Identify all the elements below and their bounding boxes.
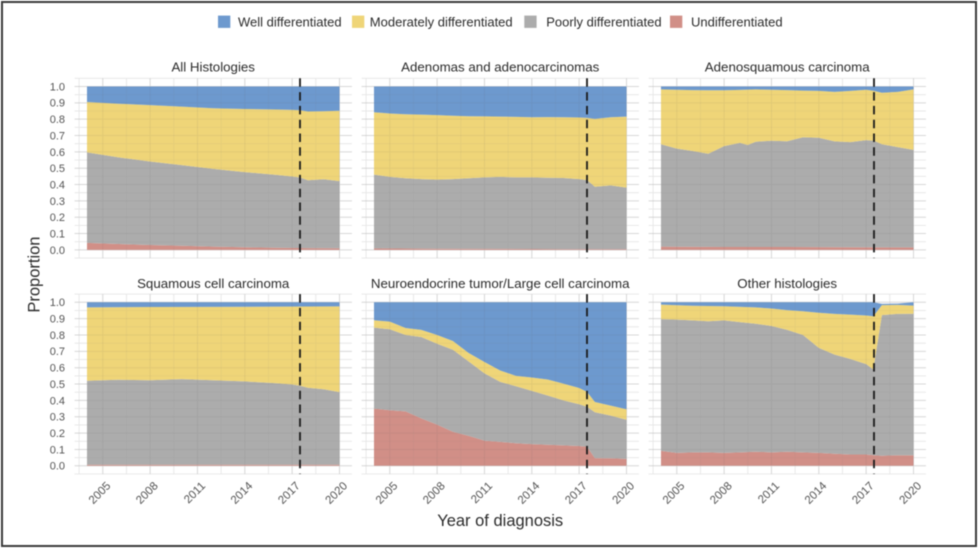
- svg-text:0.4: 0.4: [50, 395, 65, 407]
- svg-text:Other histologies: Other histologies: [737, 276, 837, 291]
- svg-text:Year of diagnosis: Year of diagnosis: [437, 512, 563, 530]
- svg-text:0.3: 0.3: [50, 412, 65, 424]
- svg-text:0.9: 0.9: [50, 98, 65, 110]
- svg-text:0.9: 0.9: [50, 314, 65, 326]
- svg-text:Proportion: Proportion: [26, 237, 44, 313]
- svg-text:0.6: 0.6: [50, 147, 65, 159]
- svg-text:0.8: 0.8: [50, 114, 65, 126]
- svg-text:1.0: 1.0: [50, 297, 65, 309]
- svg-text:0.0: 0.0: [50, 461, 65, 473]
- svg-text:1.0: 1.0: [50, 81, 65, 93]
- svg-text:0.6: 0.6: [50, 363, 65, 375]
- svg-text:0.0: 0.0: [50, 245, 65, 257]
- svg-text:Adenosquamous carcinoma: Adenosquamous carcinoma: [705, 60, 870, 75]
- svg-text:Well differentiated: Well differentiated: [238, 14, 342, 29]
- svg-text:0.7: 0.7: [50, 346, 65, 358]
- svg-text:Undifferentiated: Undifferentiated: [691, 14, 783, 29]
- svg-text:0.5: 0.5: [50, 163, 65, 175]
- svg-text:Moderately differentiated: Moderately differentiated: [370, 14, 513, 29]
- svg-text:0.5: 0.5: [50, 379, 65, 391]
- svg-text:0.8: 0.8: [50, 330, 65, 342]
- svg-text:0.7: 0.7: [50, 130, 65, 142]
- svg-text:0.2: 0.2: [50, 212, 65, 224]
- svg-text:Adenomas and adenocarcinomas: Adenomas and adenocarcinomas: [401, 60, 599, 75]
- svg-text:0.1: 0.1: [50, 444, 65, 456]
- svg-text:0.3: 0.3: [50, 196, 65, 208]
- svg-text:Squamous cell carcinoma: Squamous cell carcinoma: [137, 276, 290, 291]
- svg-text:Poorly differentiated: Poorly differentiated: [546, 14, 661, 29]
- svg-text:0.2: 0.2: [50, 428, 65, 440]
- svg-text:Neuroendocrine tumor/Large cel: Neuroendocrine tumor/Large cell carcinom…: [371, 276, 630, 291]
- svg-text:0.1: 0.1: [50, 229, 65, 241]
- svg-text:0.4: 0.4: [50, 179, 65, 191]
- svg-text:All Histologies: All Histologies: [171, 60, 255, 75]
